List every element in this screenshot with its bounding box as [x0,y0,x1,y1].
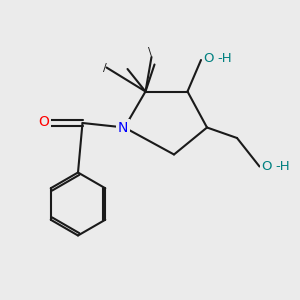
Text: -H: -H [275,160,290,173]
Text: \: \ [148,46,152,57]
Text: O: O [203,52,214,65]
Text: N: N [118,121,128,134]
Text: /: / [103,62,107,73]
Text: O: O [261,160,272,173]
Text: -H: -H [218,52,232,65]
Text: O: O [39,116,50,129]
